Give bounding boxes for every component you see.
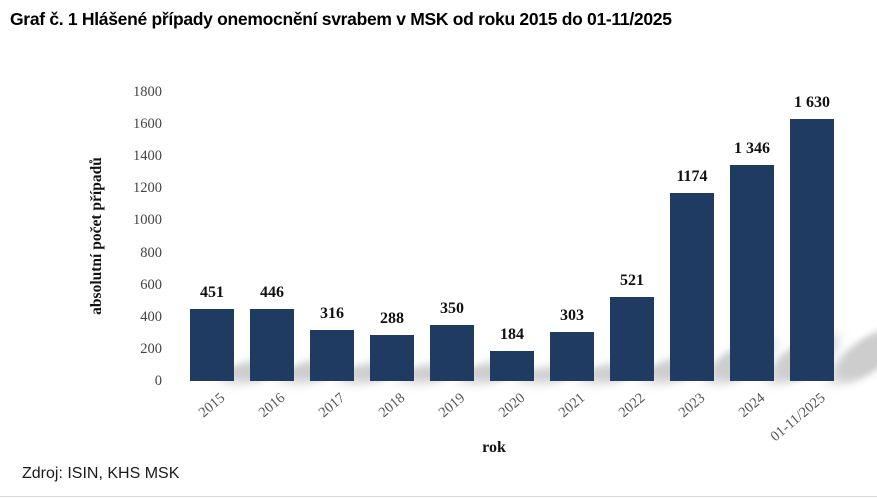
x-tick-label: 2017 xyxy=(315,390,349,421)
value-label-2023: 1174 xyxy=(676,167,708,185)
x-tick-label: 2019 xyxy=(435,390,469,421)
value-label-01-11/2025: 1 630 xyxy=(794,94,830,112)
bar-2016 xyxy=(250,309,294,381)
value-label-2017: 316 xyxy=(320,305,344,323)
value-label-2015: 451 xyxy=(200,283,224,301)
x-tick-label: 2024 xyxy=(735,390,769,421)
bar-2022 xyxy=(610,297,654,381)
y-tick-label: 400 xyxy=(140,308,162,325)
bar-01-11/2025 xyxy=(790,119,834,381)
bar-2020 xyxy=(490,351,534,381)
y-tick-label: 200 xyxy=(140,340,162,357)
bar-2021 xyxy=(550,332,594,381)
bottom-divider xyxy=(0,496,877,497)
y-tick-label: 1600 xyxy=(133,116,162,133)
x-tick-label: 2016 xyxy=(255,390,289,421)
y-tick-label: 1400 xyxy=(133,148,162,165)
value-label-2020: 184 xyxy=(500,326,524,344)
bar-2018 xyxy=(370,334,414,381)
source-note: Zdroj: ISIN, KHS MSK xyxy=(22,465,180,482)
y-tick-label: 1000 xyxy=(133,212,162,229)
x-tick-label: 2022 xyxy=(615,390,649,421)
y-tick-label: 0 xyxy=(154,373,162,389)
x-tick-label: 2018 xyxy=(375,390,409,421)
x-tick-label: 01-11/2025 xyxy=(767,390,829,445)
x-tick-label: 2021 xyxy=(555,390,589,421)
bar-2015 xyxy=(190,308,234,381)
chart-title: Graf č. 1 Hlášené případy onemocnění svr… xyxy=(10,9,672,29)
value-label-2019: 350 xyxy=(440,299,464,317)
y-tick-label: 1200 xyxy=(133,180,162,197)
value-label-2021: 303 xyxy=(560,307,584,325)
bar-2024 xyxy=(730,164,774,381)
y-tick-label: 600 xyxy=(140,276,162,293)
value-label-2018: 288 xyxy=(380,309,404,327)
y-tick-label: 1800 xyxy=(133,84,162,100)
bar-2019 xyxy=(430,324,474,381)
plot-area: 0 200 400 600 800 1000 1200 1400 1600 1800 451 2015… xyxy=(133,84,877,445)
value-label-2022: 521 xyxy=(620,272,644,290)
bar-2017 xyxy=(310,330,354,381)
x-tick-label: 2015 xyxy=(195,390,229,421)
value-label-2016: 446 xyxy=(260,284,284,302)
x-tick-label: 2023 xyxy=(675,390,709,421)
value-label-2024: 1 346 xyxy=(734,139,770,157)
x-tick-label: 2020 xyxy=(495,390,529,421)
y-tick-label: 800 xyxy=(140,244,162,261)
x-axis-label: rok xyxy=(482,439,506,456)
bar-2023 xyxy=(670,192,714,381)
